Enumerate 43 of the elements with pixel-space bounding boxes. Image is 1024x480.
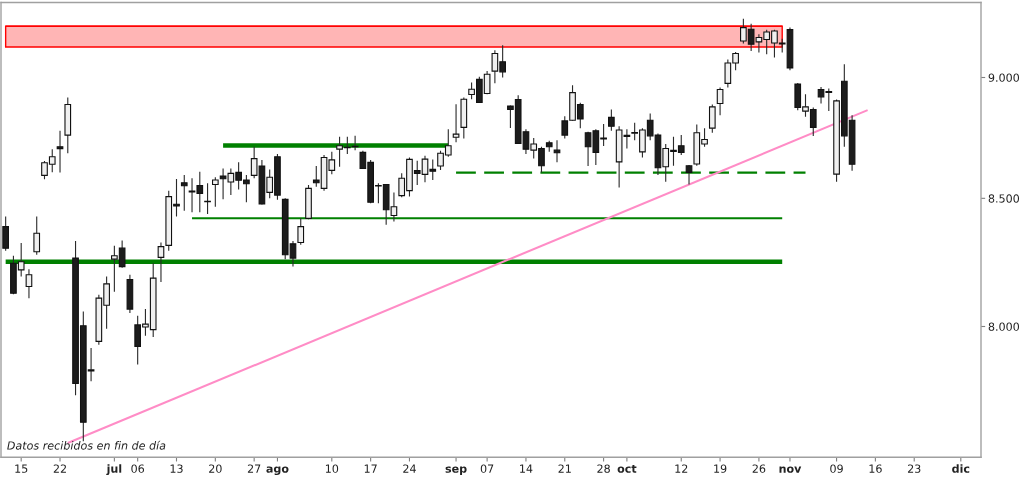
y-tick-label: 8.000 [988,322,1020,331]
candlestick [56,130,64,174]
x-tick-label: 26 [752,464,766,473]
x-tick-label: sep [445,466,467,475]
x-tick-label: 23 [907,464,921,473]
x-tick-label: nov [779,466,802,473]
x-tick-label: jul [106,464,122,476]
candlestick [25,268,33,299]
candlestick [33,216,41,256]
candlestick [685,164,693,186]
candlestick [2,216,10,252]
x-tick-label: 22 [53,464,66,473]
candlestick [553,139,561,163]
x-tick-label: 21 [558,464,571,473]
x-tick-label: 15 [15,464,28,473]
candlestick [211,176,219,208]
x-tick-label: 14 [520,464,533,473]
candlestick [297,217,305,246]
x-tick-label: 19 [714,464,727,473]
x-tick-label: 09 [830,464,843,473]
x-tick-label: 17 [364,464,377,473]
x-tick-label: 07 [480,464,494,473]
candlestick [157,242,165,283]
x-tick-label: 24 [403,464,416,473]
y-tick-label: 9.000 [988,73,1020,82]
candlestick [708,103,716,134]
x-tick-label: 06 [131,464,145,473]
candlestick [180,174,188,212]
candlestick [608,108,615,132]
x-tick-label: oct [617,464,637,473]
x-tick-label: 13 [170,464,183,473]
x-tick-label: 27 [247,464,261,473]
x-tick-label: 12 [675,464,688,473]
x-tick-label: 20 [209,464,222,473]
x-tick-label: 16 [869,464,882,473]
candlestick [452,103,460,143]
candlestick [716,86,724,116]
x-tick-label: ago [266,466,289,475]
x-tick-label: 10 [325,464,339,473]
annotation: Datos recibidos en fin de día [7,440,166,450]
x-tick-label: 28 [597,464,610,473]
y-tick-label: 8.500 [988,194,1020,203]
x-tick-label: dic [952,464,970,473]
